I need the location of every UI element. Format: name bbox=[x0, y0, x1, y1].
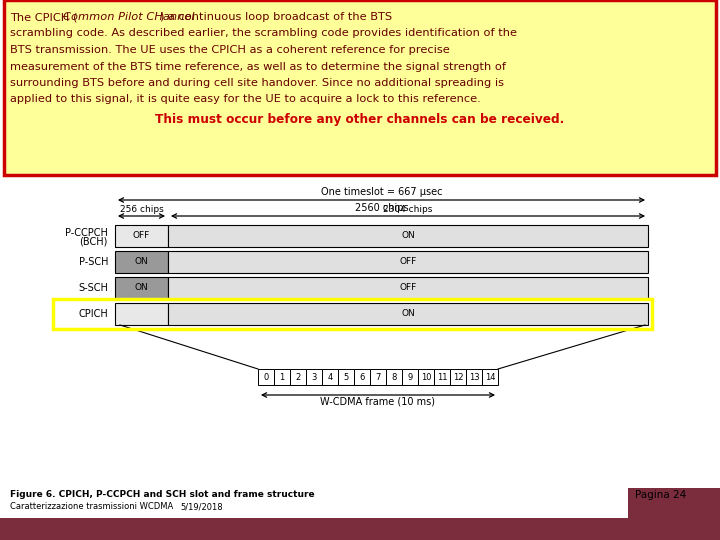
Text: (BCH): (BCH) bbox=[80, 237, 108, 247]
Text: BTS transmission. The UE uses the CPICH as a coherent reference for precise: BTS transmission. The UE uses the CPICH … bbox=[10, 45, 450, 55]
Text: OFF: OFF bbox=[400, 284, 417, 293]
Text: Common Pilot CHannel: Common Pilot CHannel bbox=[63, 12, 195, 22]
Text: scrambling code. As described earlier, the scrambling code provides identificati: scrambling code. As described earlier, t… bbox=[10, 29, 517, 38]
Text: 4: 4 bbox=[328, 373, 333, 381]
Bar bbox=[306, 369, 322, 385]
Text: applied to this signal, it is quite easy for the UE to acquire a lock to this re: applied to this signal, it is quite easy… bbox=[10, 94, 481, 105]
Bar bbox=[370, 369, 386, 385]
Text: ON: ON bbox=[401, 309, 415, 319]
Bar bbox=[168, 303, 648, 325]
Text: ON: ON bbox=[401, 232, 415, 240]
Bar bbox=[450, 369, 466, 385]
Text: ON: ON bbox=[135, 284, 148, 293]
Bar bbox=[402, 369, 418, 385]
Bar bbox=[115, 303, 168, 325]
Text: Caratterizzazione trasmissioni WCDMA: Caratterizzazione trasmissioni WCDMA bbox=[10, 502, 174, 511]
Text: 1: 1 bbox=[279, 373, 284, 381]
Bar bbox=[434, 369, 450, 385]
Text: P-SCH: P-SCH bbox=[78, 257, 108, 267]
Bar bbox=[115, 251, 168, 273]
Text: 2560 chips: 2560 chips bbox=[355, 203, 408, 213]
Bar bbox=[258, 369, 274, 385]
Bar bbox=[168, 225, 648, 247]
Bar bbox=[53, 299, 652, 329]
Text: The CPICH (: The CPICH ( bbox=[10, 12, 78, 22]
Text: 13: 13 bbox=[469, 373, 480, 381]
Text: One timeslot = 667 μsec: One timeslot = 667 μsec bbox=[320, 187, 442, 197]
Bar bbox=[115, 277, 168, 299]
Bar bbox=[322, 369, 338, 385]
Text: OFF: OFF bbox=[400, 258, 417, 267]
Text: 9: 9 bbox=[408, 373, 413, 381]
Text: 2304 chips: 2304 chips bbox=[383, 205, 433, 214]
Text: 6: 6 bbox=[359, 373, 365, 381]
Bar bbox=[466, 369, 482, 385]
Text: OFF: OFF bbox=[133, 232, 150, 240]
Text: 7: 7 bbox=[375, 373, 381, 381]
Bar bbox=[482, 369, 498, 385]
Text: measurement of the BTS time reference, as well as to determine the signal streng: measurement of the BTS time reference, a… bbox=[10, 62, 506, 71]
Bar bbox=[4, 0, 716, 175]
Text: 5: 5 bbox=[343, 373, 348, 381]
Bar bbox=[354, 369, 370, 385]
Text: 256 chips: 256 chips bbox=[120, 205, 163, 214]
Bar bbox=[0, 518, 720, 540]
Text: 14: 14 bbox=[485, 373, 495, 381]
Text: P-CCPCH: P-CCPCH bbox=[65, 228, 108, 238]
Bar bbox=[628, 488, 720, 540]
Text: 8: 8 bbox=[391, 373, 397, 381]
Bar bbox=[168, 251, 648, 273]
Text: ) a continuous loop broadcast of the BTS: ) a continuous loop broadcast of the BTS bbox=[161, 12, 392, 22]
Text: 2: 2 bbox=[295, 373, 301, 381]
Text: ON: ON bbox=[135, 258, 148, 267]
Bar bbox=[386, 369, 402, 385]
Text: S-SCH: S-SCH bbox=[78, 283, 108, 293]
Bar bbox=[115, 225, 168, 247]
Bar bbox=[338, 369, 354, 385]
Text: Figure 6. CPICH, P-CCPCH and SCH slot and frame structure: Figure 6. CPICH, P-CCPCH and SCH slot an… bbox=[10, 490, 315, 499]
Text: 0: 0 bbox=[264, 373, 269, 381]
Text: 12: 12 bbox=[453, 373, 463, 381]
Text: 3: 3 bbox=[311, 373, 317, 381]
Text: Pagina 24: Pagina 24 bbox=[635, 490, 686, 500]
Text: 10: 10 bbox=[420, 373, 431, 381]
Bar bbox=[418, 369, 434, 385]
Text: surrounding BTS before and during cell site handover. Since no additional spread: surrounding BTS before and during cell s… bbox=[10, 78, 504, 88]
Text: 11: 11 bbox=[437, 373, 447, 381]
Bar bbox=[274, 369, 290, 385]
Text: CPICH: CPICH bbox=[78, 309, 108, 319]
Bar bbox=[290, 369, 306, 385]
Text: W-CDMA frame (10 ms): W-CDMA frame (10 ms) bbox=[320, 397, 436, 407]
Bar bbox=[168, 277, 648, 299]
Text: This must occur before any other channels can be received.: This must occur before any other channel… bbox=[156, 113, 564, 126]
Text: 5/19/2018: 5/19/2018 bbox=[180, 502, 222, 511]
